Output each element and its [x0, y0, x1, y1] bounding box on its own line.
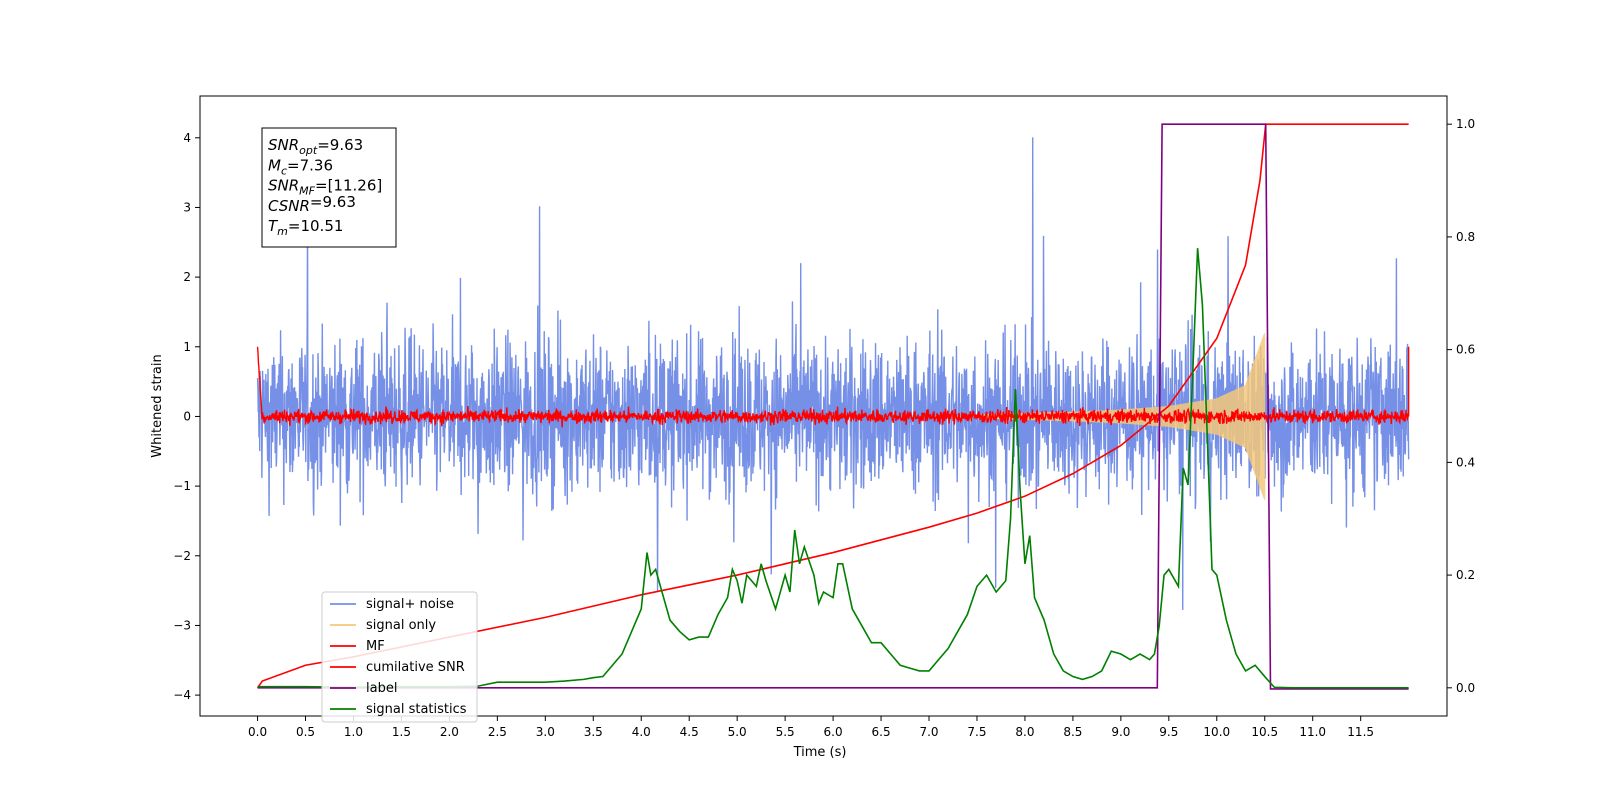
legend-label: signal only: [366, 618, 436, 633]
annotation-line: Mc=7.36: [268, 156, 333, 177]
mf-line: [256, 346, 1410, 428]
x-tick-label: 6.5: [872, 725, 891, 739]
legend-label: label: [366, 681, 397, 696]
x-tick-label: 1.0: [344, 725, 363, 739]
x-tick-label: 9.5: [1159, 725, 1178, 739]
x-tick-label: 5.5: [776, 725, 795, 739]
y-tick-label: −2: [173, 549, 191, 563]
annotation-value: =7.36: [287, 156, 333, 174]
y-axis-left: 4 3 2 1 0 −1 −2 −3 −4: [173, 131, 200, 702]
legend: signal+ noise signal only MF cumilative SNR…: [321, 591, 478, 723]
x-tick-label: 11.0: [1299, 725, 1326, 739]
legend-label: cumilative SNR: [366, 660, 465, 675]
annotation-subscript: m: [277, 225, 288, 238]
x-tick-label: 7.5: [967, 725, 986, 739]
y-tick-label: 0: [183, 409, 191, 423]
x-tick-label: 7.0: [919, 725, 938, 739]
annotation-value: =9.63: [310, 193, 356, 211]
y2-tick-label: 1.0: [1456, 117, 1475, 131]
x-tick-label: 2.0: [440, 725, 459, 739]
y2-tick-label: 0.8: [1456, 230, 1475, 244]
annotation-value: =[11.26]: [315, 177, 382, 195]
x-tick-label: 4.0: [632, 725, 651, 739]
annotation-box: SNRopt=9.63Mc=7.36SNRMF=[11.26]CSNR=9.63…: [261, 127, 397, 248]
x-tick-label: 9.0: [1111, 725, 1130, 739]
x-tick-label: 3.0: [536, 725, 555, 739]
x-tick-label: 0.0: [248, 725, 267, 739]
x-tick-label: 8.0: [1015, 725, 1034, 739]
annotation-subscript: opt: [299, 144, 318, 157]
annotation-symbol: M: [268, 156, 281, 174]
y2-tick-label: 0.2: [1456, 568, 1475, 582]
y-axis-label: Whitened strain: [150, 354, 165, 457]
annotation-frame: [261, 127, 397, 248]
y2-tick-label: 0.4: [1456, 455, 1475, 469]
x-tick-label: 8.5: [1063, 725, 1082, 739]
y-tick-label: 4: [183, 131, 191, 145]
plot-frame: [199, 95, 1448, 717]
annotation-line: SNRMF=[11.26]: [268, 177, 382, 198]
annotation-symbol: SNR: [268, 177, 299, 195]
annotation-line: Tm=10.51: [268, 217, 343, 238]
y-tick-label: 3: [183, 200, 191, 214]
y-tick-label: 2: [183, 270, 191, 284]
annotation-symbol: CSNR: [268, 197, 310, 215]
label-line: [257, 123, 1409, 690]
annotation-symbol: T: [268, 217, 279, 235]
y-axis-right: 1.0 0.8 0.6 0.4 0.2 0.0: [1447, 117, 1475, 695]
legend-frame: [321, 591, 478, 723]
mf-series: [256, 346, 1410, 428]
x-tick-label: 10.0: [1203, 725, 1230, 739]
x-tick-label: 0.5: [296, 725, 315, 739]
x-tick-label: 4.5: [680, 725, 699, 739]
legend-label: signal+ noise: [366, 597, 454, 612]
annotation-line: SNRopt=9.63: [268, 136, 363, 157]
x-tick-label: 10.5: [1251, 725, 1278, 739]
y-tick-label: −1: [173, 479, 191, 493]
x-axis-label: Time (s): [793, 745, 847, 760]
x-tick-label: 11.5: [1347, 725, 1374, 739]
legend-label: MF: [366, 639, 385, 654]
y-tick-label: 1: [183, 340, 191, 354]
annotation-value: =9.63: [317, 136, 363, 154]
y2-tick-label: 0.6: [1456, 343, 1475, 357]
annotation-value: =10.51: [288, 217, 344, 235]
x-axis: 0.0 0.5 1.0 1.5 2.0 2.5 3.0 3.5 4.0 4.5 5.0 5.5 6.0 6…: [248, 716, 1374, 739]
y-tick-label: −4: [173, 688, 191, 702]
annotation-subscript: c: [281, 164, 287, 177]
legend-label: signal statistics: [366, 702, 467, 717]
x-tick-label: 2.5: [488, 725, 507, 739]
x-tick-label: 1.5: [392, 725, 411, 739]
annotation-subscript: MF: [299, 185, 315, 198]
y2-tick-label: 0.0: [1456, 681, 1475, 695]
y-tick-label: −3: [173, 618, 191, 632]
annotation-line: CSNR=9.63: [268, 193, 356, 215]
x-tick-label: 6.0: [824, 725, 843, 739]
signal-statistics-line: [257, 248, 1409, 689]
annotation-symbol: SNR: [268, 136, 299, 154]
x-tick-label: 3.5: [584, 725, 603, 739]
x-tick-label: 5.0: [728, 725, 747, 739]
